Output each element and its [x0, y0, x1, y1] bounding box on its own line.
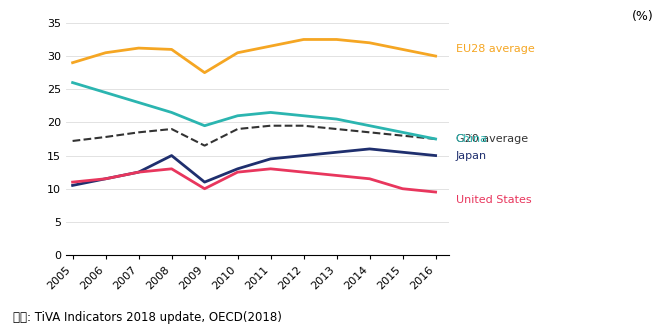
Text: 자료: TiVA Indicators 2018 update, OECD(2018): 자료: TiVA Indicators 2018 update, OECD(20… [13, 311, 282, 324]
Text: China: China [456, 134, 488, 144]
Text: United States: United States [456, 195, 531, 205]
Text: G20 average: G20 average [456, 134, 528, 144]
Text: (%): (%) [632, 10, 653, 23]
Text: EU28 average: EU28 average [456, 44, 535, 54]
Text: Japan: Japan [456, 150, 487, 161]
